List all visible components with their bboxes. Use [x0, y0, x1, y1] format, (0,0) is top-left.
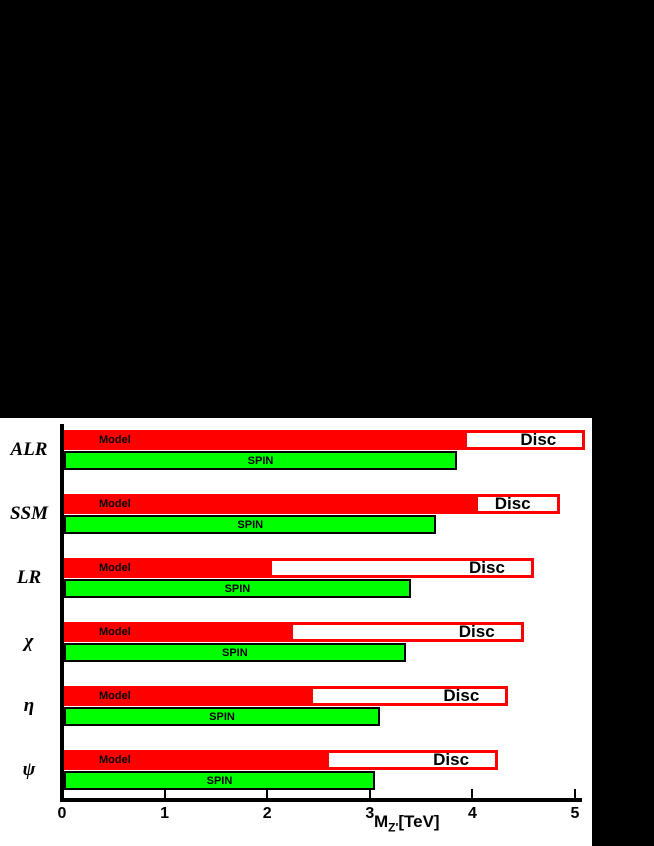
- x-axis-title-suffix: [TeV]: [398, 812, 440, 831]
- disc-bar-label: Disc: [458, 622, 495, 641]
- category-label: ALR: [10, 439, 48, 460]
- x-tick-label: 3: [365, 805, 375, 822]
- x-axis-title-subscript: Z': [388, 820, 399, 835]
- x-tick-mark: [266, 789, 269, 798]
- disc-bar: Model Disc: [64, 494, 560, 514]
- y-axis-line: [60, 424, 64, 802]
- category-label: SSM: [9, 503, 49, 524]
- spin-bar-label: SPIN: [247, 454, 274, 467]
- disc-bar-label: Disc: [443, 686, 480, 705]
- model-bar-label: Model: [99, 690, 131, 702]
- x-tick-mark: [61, 789, 63, 798]
- disc-bar: Model Disc: [64, 750, 499, 770]
- model-bar-label: Model: [99, 562, 131, 574]
- spin-bar: SPIN: [64, 451, 457, 470]
- x-tick-label: 0: [57, 805, 67, 822]
- category-label: LR: [16, 567, 42, 588]
- disc-bar: Model Disc: [64, 622, 524, 642]
- disc-bar-label: Disc: [520, 430, 557, 449]
- x-axis-title: MZ'[TeV]: [374, 812, 440, 834]
- spin-bar: SPIN: [64, 771, 375, 790]
- model-bar-label: Model: [99, 754, 131, 766]
- chart-canvas: ALR Model Disc SPIN SSM Model Disc SPIN LR Model D…: [0, 418, 592, 846]
- x-tick-mark: [163, 789, 166, 798]
- spin-bar: SPIN: [64, 643, 406, 662]
- disc-bar: Model Disc: [64, 686, 509, 706]
- x-tick-mark: [574, 789, 576, 798]
- spin-bar-label: SPIN: [209, 710, 235, 723]
- category-label: ψ: [22, 759, 36, 780]
- x-tick-label: 4: [467, 805, 477, 822]
- disc-bar-label: Disc: [469, 558, 505, 577]
- x-tick-label: 5: [570, 805, 580, 822]
- model-bar-label: Model: [99, 498, 131, 510]
- spin-bar-label: SPIN: [222, 646, 248, 659]
- model-bar: Model: [67, 753, 329, 767]
- disc-bar: Model Disc: [64, 430, 586, 450]
- disc-bar-label: Disc: [494, 494, 531, 513]
- x-axis-line: [60, 798, 582, 802]
- model-bar: Model: [67, 689, 314, 703]
- model-bar-label: Model: [99, 434, 131, 446]
- model-bar: Model: [67, 433, 468, 447]
- spin-bar-label: SPIN: [224, 582, 251, 595]
- model-bar-label: Model: [99, 626, 131, 638]
- category-label: η: [23, 695, 35, 716]
- category-label: χ: [24, 631, 34, 652]
- x-tick-mark: [368, 789, 371, 798]
- model-bar: Model: [67, 497, 478, 511]
- spin-bar-label: SPIN: [206, 774, 233, 787]
- x-tick-mark: [471, 789, 474, 798]
- x-tick-label: 2: [262, 805, 272, 822]
- x-axis-title-prefix: M: [374, 812, 389, 831]
- model-bar: Model: [67, 561, 273, 575]
- disc-bar: Model Disc: [64, 558, 534, 578]
- disc-bar-label: Disc: [433, 750, 470, 769]
- spin-bar: SPIN: [64, 707, 381, 726]
- x-tick-label: 1: [160, 805, 170, 822]
- spin-bar: SPIN: [64, 579, 411, 598]
- spin-bar-label: SPIN: [237, 518, 264, 531]
- spin-bar: SPIN: [64, 515, 437, 534]
- model-bar: Model: [67, 625, 293, 639]
